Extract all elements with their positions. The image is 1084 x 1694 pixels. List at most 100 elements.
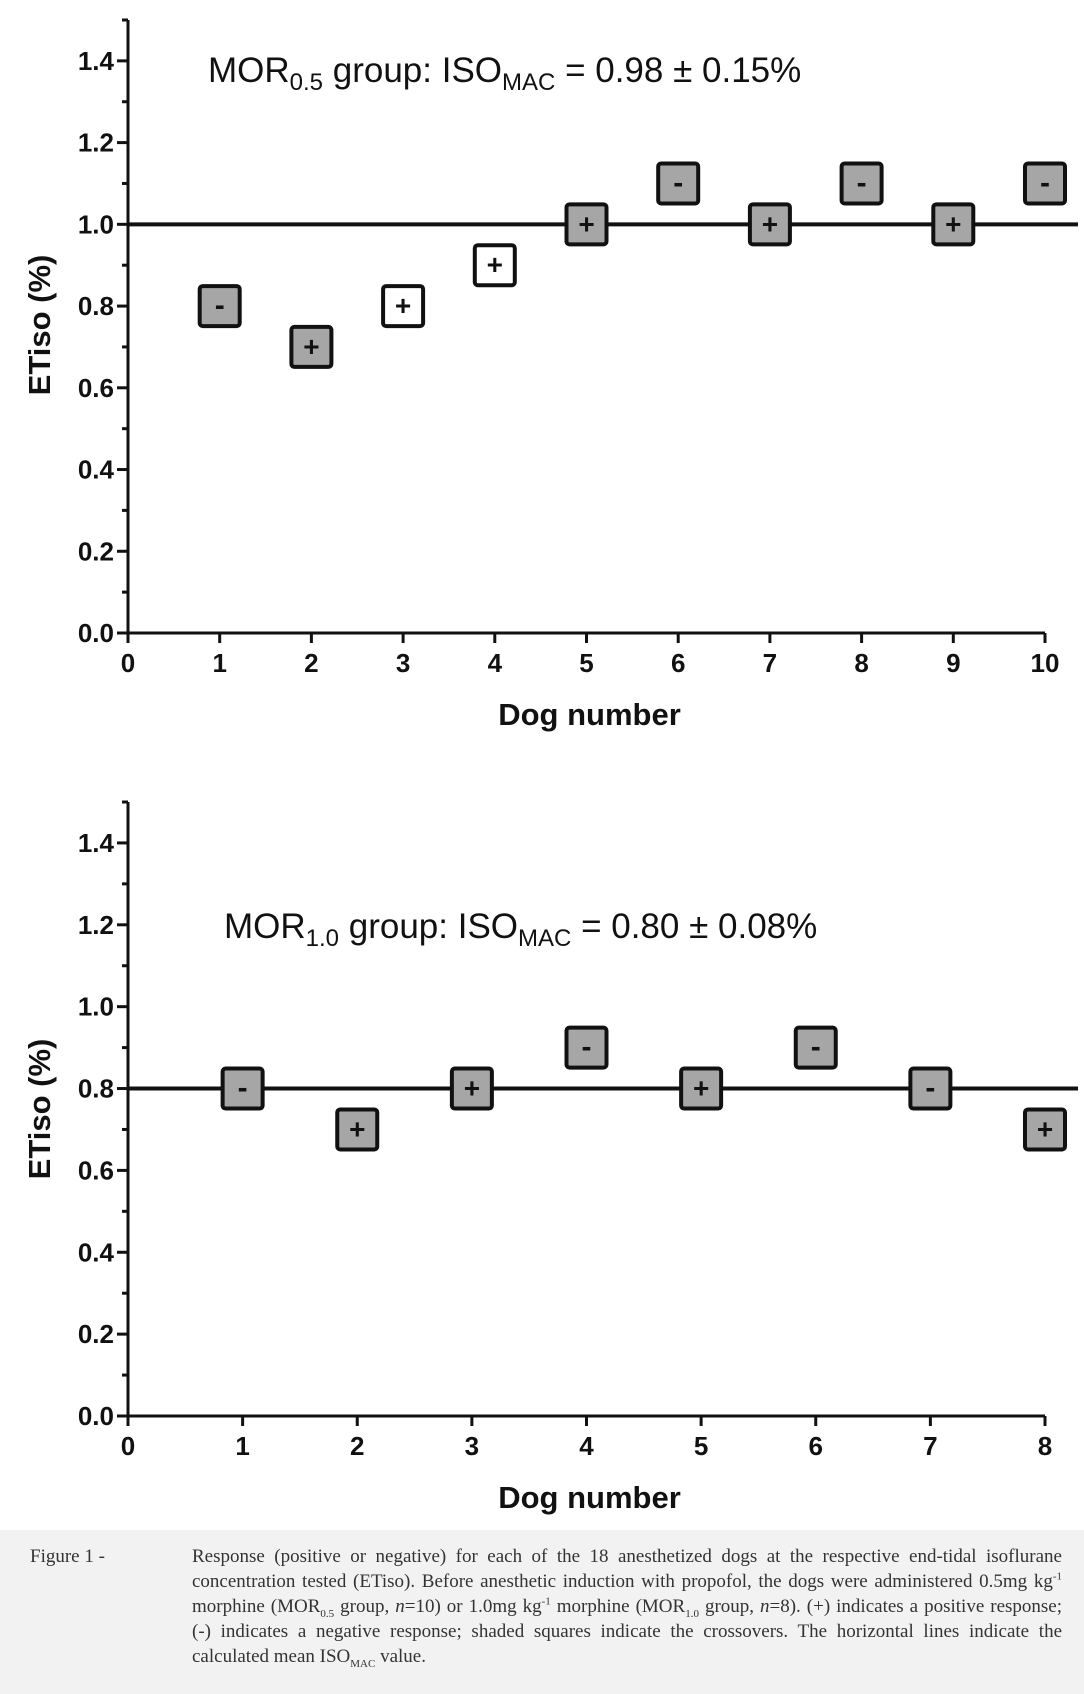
y-tick-label: 0.2 <box>78 1319 114 1349</box>
figure-caption: Figure 1 - Response (positive or negativ… <box>30 1544 1062 1669</box>
annotation-subscript: 1.0 <box>306 925 339 952</box>
x-tick-label: 4 <box>579 1431 594 1461</box>
shaded-point-square <box>1023 1107 1067 1152</box>
annotation-subscript: MAC <box>502 69 555 96</box>
shaded-point-square <box>908 1066 953 1111</box>
caption-sub: 0.5 <box>320 1607 335 1620</box>
y-tick-label: 0.8 <box>78 291 114 321</box>
data-point: + <box>472 243 517 288</box>
annotation-subscript: 0.5 <box>290 69 323 96</box>
y-tick-label: 0.0 <box>78 1401 114 1431</box>
caption-italic: n <box>395 1596 405 1617</box>
x-tick-label: 10 <box>1031 648 1060 678</box>
negative-response-symbol: - <box>857 166 867 199</box>
data-point: + <box>335 1107 380 1152</box>
shaded-point-square <box>931 202 976 247</box>
shaded-point-square <box>564 1025 609 1070</box>
y-tick-label: 1.2 <box>78 128 114 158</box>
caption-background <box>0 1530 1084 1694</box>
shaded-point-square <box>220 1066 265 1111</box>
y-tick-label: 0.8 <box>78 1074 114 1104</box>
shaded-point-square <box>197 284 242 329</box>
open-point-square <box>472 243 517 288</box>
shaded-point-square <box>793 1025 838 1070</box>
y-tick-label: 1.2 <box>78 910 114 940</box>
shaded-point-square <box>656 161 701 206</box>
y-tick-label: 1.0 <box>78 992 114 1022</box>
positive-response-symbol: + <box>578 208 594 239</box>
caption-part: morphine (MOR <box>550 1596 686 1617</box>
annotation-part: group: ISO <box>323 51 502 90</box>
y-tick-label: 0.4 <box>78 455 115 485</box>
group-annotation: MOR1.0 group: ISOMAC = 0.80 ± 0.08% <box>224 907 817 952</box>
group-annotation: MOR0.5 group: ISOMAC = 0.98 ± 0.15% <box>208 51 801 96</box>
shaded-point-square <box>449 1066 494 1111</box>
data-point: - <box>197 284 242 329</box>
x-tick-label: 6 <box>809 1431 823 1461</box>
caption-part: morphine (MOR <box>192 1596 321 1617</box>
x-tick-label: 9 <box>946 648 960 678</box>
open-point-square <box>381 284 426 329</box>
caption-sup: -1 <box>541 1595 551 1608</box>
caption-italic: n <box>760 1596 770 1617</box>
x-tick-label: 4 <box>488 648 503 678</box>
x-tick-label: 1 <box>212 648 226 678</box>
positive-response-symbol: + <box>1037 1113 1053 1144</box>
caption-part: =8). (+) indicates a positive response; … <box>192 1596 1063 1667</box>
data-point: + <box>1023 1107 1067 1152</box>
negative-response-symbol: - <box>811 1031 821 1064</box>
caption-part: =10) or 1.0mg kg <box>404 1596 542 1617</box>
positive-response-symbol: + <box>945 208 961 239</box>
data-point: - <box>1023 161 1067 206</box>
chart-mor10: 0.0 0.2 0.4 0.6 0.8 1.0 1.2 1.4 0 1 2 3 4 5 6 7 8 Dog num… <box>22 800 1078 1515</box>
data-point: + <box>564 202 609 247</box>
x-tick-label: 1 <box>235 1431 249 1461</box>
data-point: + <box>679 1066 724 1111</box>
data-point: - <box>908 1066 953 1111</box>
shaded-point-square <box>564 202 609 247</box>
x-axis-title: Dog number <box>498 697 681 732</box>
data-point: + <box>747 202 792 247</box>
y-tick-label: 1.4 <box>78 828 115 858</box>
shaded-point-square <box>747 202 792 247</box>
x-tick-label: 8 <box>1038 1431 1052 1461</box>
shaded-point-square <box>839 161 884 206</box>
data-point: + <box>381 284 426 329</box>
y-axis-title: ETiso (%) <box>22 1039 57 1180</box>
caption-sub: MAC <box>350 1657 376 1670</box>
data-point: + <box>289 324 334 369</box>
x-tick-label: 5 <box>694 1431 708 1461</box>
caption-text: Response (positive or negative) for each… <box>192 1544 1062 1669</box>
negative-response-symbol: - <box>215 289 225 322</box>
y-tick-label: 0.2 <box>78 536 114 566</box>
negative-response-symbol: - <box>1040 166 1050 199</box>
x-tick-label: 0 <box>121 648 135 678</box>
data-point: - <box>564 1025 609 1070</box>
chart-mor05: 0.0 0.2 0.4 0.6 0.8 1.0 1.2 1.4 0 1 2 3 4 5 6 7 8 9 10 Dog … <box>22 18 1078 732</box>
shaded-point-square <box>335 1107 380 1152</box>
y-tick-label: 0.6 <box>78 1155 114 1185</box>
y-tick-label: 0.4 <box>78 1237 115 1267</box>
negative-response-symbol: - <box>238 1072 248 1105</box>
x-tick-label: 6 <box>671 648 685 678</box>
annotation-part: MOR <box>208 51 290 90</box>
shaded-point-square <box>1023 161 1067 206</box>
y-axis-title: ETiso (%) <box>22 255 57 396</box>
x-tick-label: 8 <box>854 648 868 678</box>
x-axis-title: Dog number <box>498 1480 681 1515</box>
data-point: - <box>839 161 884 206</box>
positive-response-symbol: + <box>762 208 778 239</box>
y-tick-label: 0.0 <box>78 618 114 648</box>
shaded-point-square <box>679 1066 724 1111</box>
x-tick-label: 2 <box>304 648 318 678</box>
caption-label: Figure 1 - <box>30 1546 105 1567</box>
caption-sub: 1.0 <box>685 1607 699 1620</box>
x-tick-label: 3 <box>396 648 410 678</box>
shaded-point-square <box>289 324 334 369</box>
negative-response-symbol: - <box>925 1072 935 1105</box>
data-point: - <box>793 1025 838 1070</box>
y-tick-label: 1.0 <box>78 209 114 239</box>
annotation-part: = 0.98 ± 0.15% <box>555 51 801 90</box>
positive-response-symbol: + <box>395 290 411 321</box>
